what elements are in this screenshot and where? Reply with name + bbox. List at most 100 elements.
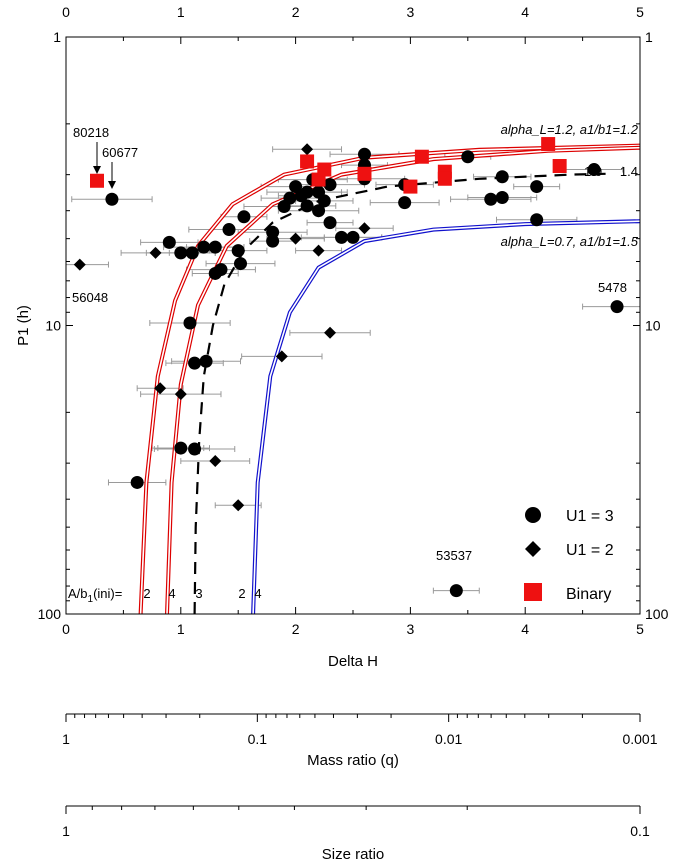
legend-marker-square bbox=[524, 583, 542, 601]
point-circle bbox=[398, 196, 412, 210]
error-bars bbox=[65, 146, 641, 594]
point-circle bbox=[188, 442, 202, 456]
x-tick-label: 5 bbox=[636, 621, 644, 637]
mass-ratio-tick-label: 0.01 bbox=[435, 731, 462, 747]
curve-label-bottom: alpha_L=0.7, a1/b1=1.5 bbox=[501, 234, 639, 249]
x-tick-label-top: 1 bbox=[177, 4, 185, 20]
point-circle bbox=[208, 240, 222, 254]
point-circle bbox=[335, 230, 349, 244]
point-circle bbox=[495, 190, 509, 204]
point-square bbox=[437, 171, 452, 186]
ab-suffix: (ini)= bbox=[93, 586, 122, 601]
point-circle bbox=[266, 225, 280, 239]
x-tick-label-top: 2 bbox=[292, 4, 300, 20]
x-axis-title: Delta H bbox=[328, 653, 378, 670]
point-circle bbox=[197, 240, 211, 254]
point-circle bbox=[130, 475, 144, 489]
object-label-60677: 60677 bbox=[102, 145, 138, 160]
x-tick-label: 2 bbox=[292, 621, 300, 637]
point-circle bbox=[357, 147, 371, 161]
point-diamond bbox=[174, 442, 187, 455]
point-circle bbox=[495, 170, 509, 184]
point-square bbox=[357, 166, 372, 181]
point-circle bbox=[317, 194, 331, 208]
data-points bbox=[73, 137, 624, 598]
y-tick-label: 1 bbox=[53, 29, 61, 45]
x-tick-label: 1 bbox=[177, 621, 185, 637]
point-circle bbox=[183, 316, 197, 330]
legend: U1 = 3 U1 = 2 Binary bbox=[524, 507, 614, 603]
point-circle bbox=[484, 192, 498, 206]
point-square bbox=[317, 162, 332, 177]
y-tick-label: 10 bbox=[45, 318, 61, 334]
point-circle bbox=[530, 180, 544, 194]
point-circle bbox=[208, 266, 222, 280]
model-curve-inner bbox=[166, 146, 641, 615]
ab-value: 4 bbox=[254, 586, 261, 601]
x-tick-label: 4 bbox=[521, 621, 529, 637]
y-axis-title: P1 (h) bbox=[15, 305, 32, 346]
y-tick-label-right: 100 bbox=[645, 606, 669, 622]
x-tick-label-top: 4 bbox=[521, 4, 529, 20]
dashed-label-1: 1.0 bbox=[584, 164, 602, 179]
point-square bbox=[89, 173, 104, 188]
mass-ratio-tick-label: 1 bbox=[62, 731, 70, 747]
ab-prefix: A/b bbox=[68, 586, 88, 601]
object-label-80218: 80218 bbox=[73, 125, 109, 140]
mass-ratio-axis-title: Mass ratio (q) bbox=[307, 752, 399, 769]
point-diamond bbox=[149, 246, 162, 259]
x-tick-label-top: 0 bbox=[62, 4, 70, 20]
arrowhead-60677 bbox=[108, 181, 116, 189]
ab-value: 3 bbox=[195, 586, 202, 601]
curve-label-top: alpha_L=1.2, a1/b1=1.2 bbox=[501, 122, 639, 137]
point-diamond bbox=[209, 455, 222, 468]
point-square bbox=[414, 149, 429, 164]
point-circle bbox=[174, 246, 188, 260]
point-circle bbox=[237, 210, 251, 224]
object-label-5478: 5478 bbox=[598, 280, 627, 295]
legend-marker-diamond bbox=[525, 541, 541, 557]
dashed-label-2: 1.4 bbox=[620, 164, 638, 179]
x-tick-label: 0 bbox=[62, 621, 70, 637]
point-circle bbox=[587, 163, 601, 177]
point-circle bbox=[199, 354, 213, 368]
point-circle bbox=[233, 257, 247, 271]
mass-ratio-tick-label: 0.1 bbox=[248, 731, 268, 747]
x-tick-label: 3 bbox=[407, 621, 415, 637]
secondary-axes: 1 0.1 0.01 0.001 Mass ratio (q) 1 0.1 Size rati… bbox=[62, 713, 658, 863]
point-diamond bbox=[289, 232, 302, 245]
point-diamond bbox=[324, 326, 337, 339]
point-circle bbox=[449, 584, 463, 598]
arrowhead-80218 bbox=[93, 166, 101, 174]
ab-sub: 1 bbox=[88, 594, 94, 605]
point-diamond bbox=[301, 143, 314, 156]
point-diamond bbox=[154, 382, 167, 395]
object-label-56048: 56048 bbox=[72, 290, 108, 305]
ab-ini-label: A/b1(ini)= bbox=[68, 586, 122, 605]
size-ratio-tick-label: 0.1 bbox=[630, 823, 650, 839]
point-diamond bbox=[275, 350, 288, 363]
point-circle bbox=[312, 204, 326, 218]
point-circle bbox=[530, 213, 544, 227]
model-curve-inner bbox=[252, 220, 641, 615]
point-diamond bbox=[232, 499, 245, 512]
ab-value: 2 bbox=[143, 586, 150, 601]
point-square bbox=[541, 137, 556, 152]
point-circle bbox=[300, 199, 314, 213]
point-circle bbox=[188, 356, 202, 370]
point-circle bbox=[323, 216, 337, 230]
legend-label: U1 = 2 bbox=[566, 542, 614, 559]
point-circle bbox=[323, 178, 337, 192]
legend-label: Binary bbox=[566, 586, 611, 603]
point-circle bbox=[346, 230, 360, 244]
point-square bbox=[300, 154, 315, 169]
point-circle bbox=[300, 185, 314, 199]
point-circle bbox=[610, 300, 624, 314]
point-diamond bbox=[358, 222, 371, 235]
size-ratio-axis-title: Size ratio bbox=[322, 846, 385, 863]
point-diamond bbox=[174, 388, 187, 401]
point-circle bbox=[222, 223, 236, 237]
x-tick-label-top: 3 bbox=[407, 4, 415, 20]
